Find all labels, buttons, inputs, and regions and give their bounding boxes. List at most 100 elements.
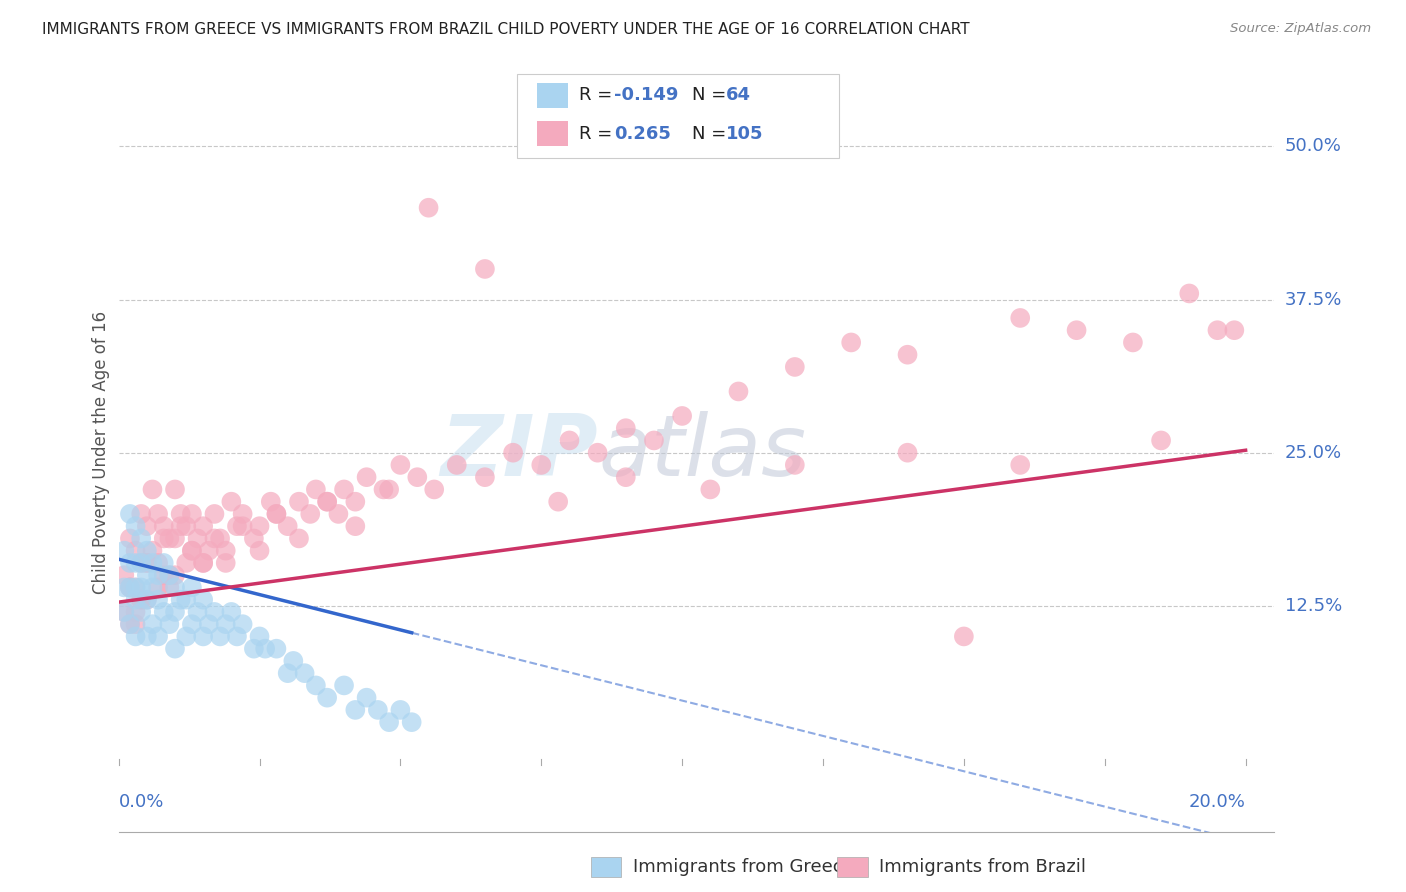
Text: 105: 105	[725, 125, 763, 143]
Point	[146, 629, 169, 643]
Point	[260, 494, 283, 508]
Text: Immigrants from Greece: Immigrants from Greece	[633, 858, 853, 876]
Point	[215, 556, 238, 570]
Point	[124, 519, 146, 533]
Point	[401, 715, 423, 730]
Point	[249, 543, 271, 558]
Point	[1010, 310, 1032, 325]
Point	[124, 629, 146, 643]
Point	[124, 581, 146, 595]
Point	[839, 335, 862, 350]
Point	[277, 666, 299, 681]
Text: N =: N =	[692, 87, 731, 104]
Point	[221, 494, 243, 508]
Point	[316, 494, 339, 508]
Point	[141, 483, 163, 497]
Point	[124, 605, 146, 619]
Point	[249, 629, 271, 643]
Point	[614, 421, 637, 435]
Point	[232, 617, 254, 632]
Point	[530, 458, 553, 472]
Text: 50.0%: 50.0%	[1285, 137, 1341, 155]
Point	[266, 507, 288, 521]
Point	[389, 703, 412, 717]
Point	[193, 556, 215, 570]
Point	[118, 617, 141, 632]
Point	[112, 605, 135, 619]
Point	[157, 568, 180, 582]
Point	[129, 556, 152, 570]
Point	[152, 519, 174, 533]
Point	[671, 409, 693, 423]
Point	[118, 532, 141, 546]
Text: N =: N =	[692, 125, 731, 143]
Point	[118, 507, 141, 521]
Point	[163, 605, 186, 619]
Point	[215, 617, 238, 632]
Point	[146, 592, 169, 607]
Text: R =: R =	[579, 125, 619, 143]
Text: R =: R =	[579, 87, 619, 104]
Point	[163, 568, 186, 582]
Point	[204, 605, 226, 619]
Point	[305, 678, 328, 692]
Point	[1206, 323, 1229, 337]
Point	[129, 556, 152, 570]
Point	[141, 543, 163, 558]
Point	[163, 581, 186, 595]
Point	[112, 543, 135, 558]
Point	[299, 507, 322, 521]
Point	[174, 556, 197, 570]
Text: 37.5%: 37.5%	[1285, 291, 1343, 309]
Point	[169, 507, 191, 521]
Text: 12.5%: 12.5%	[1285, 597, 1343, 615]
Point	[146, 568, 169, 582]
Point	[356, 690, 378, 705]
Point	[118, 556, 141, 570]
Point	[378, 715, 401, 730]
Point	[187, 532, 209, 546]
Point	[953, 629, 976, 643]
Point	[215, 543, 238, 558]
Point	[112, 605, 135, 619]
Point	[180, 507, 202, 521]
Text: atlas: atlas	[598, 411, 806, 494]
Point	[152, 556, 174, 570]
Point	[193, 629, 215, 643]
Point	[1223, 323, 1246, 337]
Point	[474, 262, 496, 277]
Point	[232, 507, 254, 521]
Point	[118, 581, 141, 595]
Point	[146, 507, 169, 521]
Point	[118, 581, 141, 595]
Point	[249, 519, 271, 533]
Point	[316, 494, 339, 508]
Point	[124, 543, 146, 558]
Point	[896, 348, 918, 362]
Point	[174, 592, 197, 607]
Point	[727, 384, 749, 399]
Point	[423, 483, 446, 497]
Point	[783, 359, 806, 374]
Point	[316, 690, 339, 705]
Point	[157, 568, 180, 582]
Point	[124, 581, 146, 595]
Point	[129, 507, 152, 521]
Point	[1122, 335, 1144, 350]
Point	[614, 470, 637, 484]
Point	[129, 605, 152, 619]
Text: 25.0%: 25.0%	[1285, 443, 1343, 462]
Point	[1150, 434, 1173, 448]
Point	[209, 629, 232, 643]
Point	[288, 494, 311, 508]
Point	[141, 556, 163, 570]
Point	[283, 654, 305, 668]
Point	[373, 483, 395, 497]
Point	[204, 507, 226, 521]
Point	[406, 470, 429, 484]
Point	[328, 507, 350, 521]
Point	[193, 519, 215, 533]
Point	[209, 532, 232, 546]
Text: 0.0%: 0.0%	[118, 793, 165, 811]
Point	[699, 483, 721, 497]
